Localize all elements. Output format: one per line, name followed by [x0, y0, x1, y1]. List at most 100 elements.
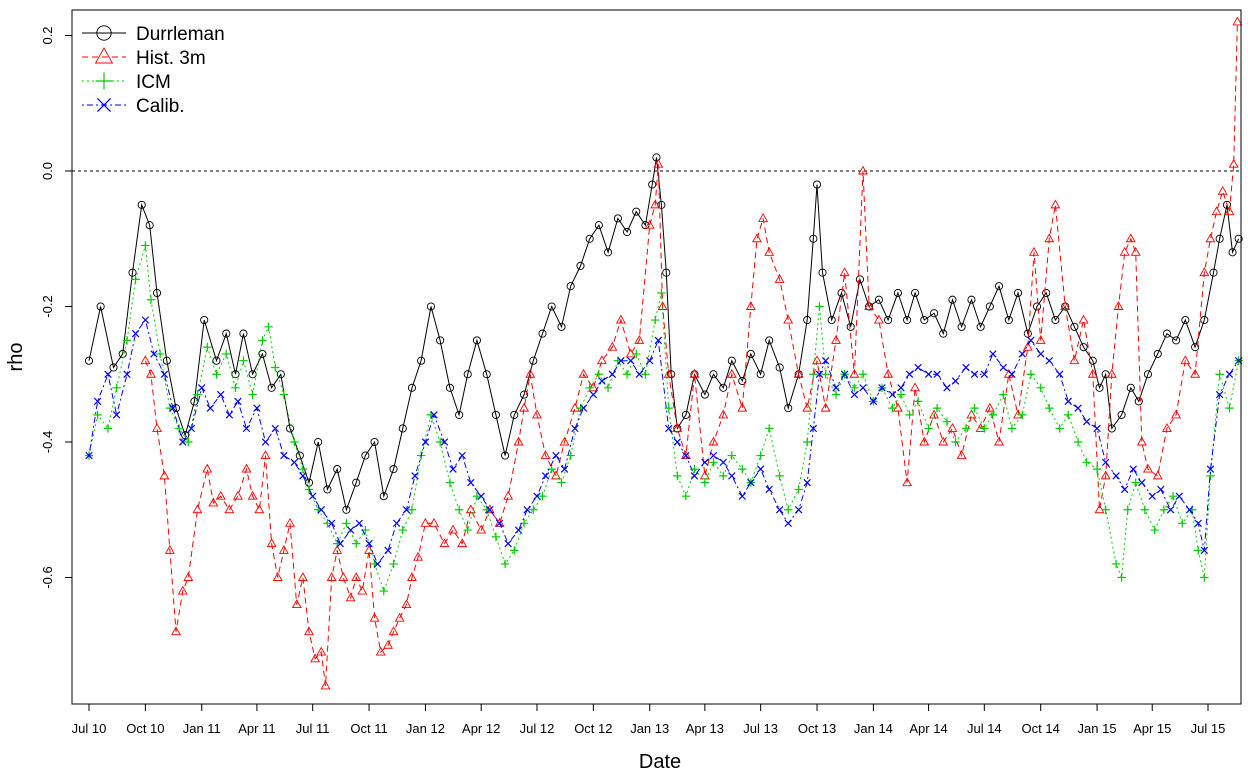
data-point	[559, 436, 570, 446]
data-point	[141, 241, 150, 250]
data-point	[552, 451, 560, 460]
data-point	[893, 288, 902, 298]
data-point	[701, 458, 709, 467]
data-point	[709, 458, 718, 467]
data-point	[888, 390, 897, 399]
data-point	[924, 370, 933, 378]
x-tick-label: Apr 13	[686, 721, 724, 736]
data-point	[1217, 185, 1228, 195]
data-point	[96, 302, 105, 311]
data-point	[858, 165, 868, 175]
data-point	[884, 315, 893, 325]
data-point	[109, 363, 118, 372]
data-point	[179, 438, 187, 446]
data-point	[919, 436, 930, 446]
data-point	[727, 356, 736, 365]
legend-marker	[96, 25, 112, 41]
data-point	[1051, 315, 1060, 325]
data-point	[504, 539, 512, 548]
data-point	[765, 485, 773, 494]
data-point	[681, 492, 691, 501]
data-point	[709, 370, 718, 379]
data-point	[930, 309, 939, 318]
data-point	[727, 451, 737, 460]
y-tick-label: -0.4	[40, 431, 55, 453]
data-point	[737, 402, 748, 412]
data-point	[146, 295, 156, 304]
data-point	[654, 336, 663, 345]
legend-label: Calib.	[136, 96, 185, 117]
data-point	[407, 505, 417, 514]
data-point	[357, 585, 368, 595]
data-point	[370, 437, 379, 447]
data-point	[888, 403, 897, 413]
data-point	[849, 368, 860, 378]
data-point	[571, 424, 579, 433]
data-point	[159, 470, 170, 480]
data-point	[1087, 368, 1098, 378]
data-point	[775, 363, 784, 372]
data-point	[1100, 470, 1111, 480]
data-point	[1111, 559, 1121, 569]
data-point	[608, 370, 617, 378]
data-point	[401, 599, 412, 609]
data-point	[491, 532, 501, 542]
data-point	[402, 506, 411, 514]
data-point	[962, 363, 970, 372]
data-point	[635, 370, 644, 378]
data-point	[1134, 397, 1143, 406]
data-point	[1194, 519, 1202, 528]
data-point	[784, 404, 793, 413]
data-point	[846, 322, 855, 331]
data-point	[198, 384, 206, 392]
series-line	[88, 245, 1240, 593]
data-point	[379, 586, 388, 596]
data-point	[500, 559, 510, 569]
data-point	[384, 546, 392, 555]
data-point	[361, 451, 370, 460]
data-point	[831, 334, 841, 344]
data-point	[212, 356, 221, 365]
data-point	[472, 336, 481, 345]
data-point	[1094, 504, 1105, 514]
data-point	[375, 646, 386, 656]
data-point	[794, 485, 803, 494]
data-point	[128, 268, 137, 277]
data-point	[93, 410, 102, 420]
data-point	[1113, 301, 1124, 310]
data-point	[1215, 234, 1224, 243]
data-point	[323, 485, 332, 494]
data-point	[905, 410, 914, 420]
data-point	[632, 349, 641, 359]
x-tick-label: Jul 11	[296, 721, 330, 736]
data-point	[831, 390, 841, 399]
data-point	[298, 464, 308, 474]
data-point	[532, 409, 542, 419]
data-point	[486, 506, 494, 514]
data-point	[1148, 492, 1156, 500]
data-point	[285, 517, 295, 527]
data-point	[1101, 505, 1110, 514]
data-point	[784, 505, 793, 514]
data-point	[118, 349, 127, 358]
data-point	[224, 504, 235, 514]
x-tick-label: Jan 14	[854, 721, 893, 736]
data-point	[924, 424, 933, 433]
data-point	[673, 438, 682, 446]
data-point	[700, 390, 709, 399]
data-point	[241, 463, 252, 473]
data-point	[641, 221, 650, 230]
data-point	[667, 370, 676, 379]
data-point	[333, 465, 342, 474]
data-point	[1055, 370, 1064, 378]
data-point	[594, 370, 604, 379]
data-point	[1064, 410, 1073, 420]
data-point	[1191, 343, 1200, 352]
data-point	[967, 295, 976, 304]
data-point	[510, 546, 519, 555]
data-point	[1106, 368, 1117, 378]
data-point	[150, 350, 158, 358]
x-tick-label: Oct 12	[574, 721, 612, 736]
data-point	[458, 451, 466, 460]
data-point	[794, 506, 803, 514]
